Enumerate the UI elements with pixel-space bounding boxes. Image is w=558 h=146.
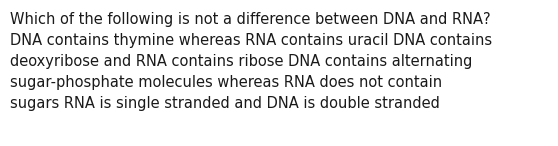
Text: deoxyribose and RNA contains ribose DNA contains alternating: deoxyribose and RNA contains ribose DNA …	[10, 54, 473, 69]
Text: DNA contains thymine whereas RNA contains uracil DNA contains: DNA contains thymine whereas RNA contain…	[10, 33, 492, 48]
Text: sugars RNA is single stranded and DNA is double stranded: sugars RNA is single stranded and DNA is…	[10, 96, 440, 111]
Text: sugar-phosphate molecules whereas RNA does not contain: sugar-phosphate molecules whereas RNA do…	[10, 75, 442, 90]
Text: Which of the following is not a difference between DNA and RNA?: Which of the following is not a differen…	[10, 12, 490, 27]
